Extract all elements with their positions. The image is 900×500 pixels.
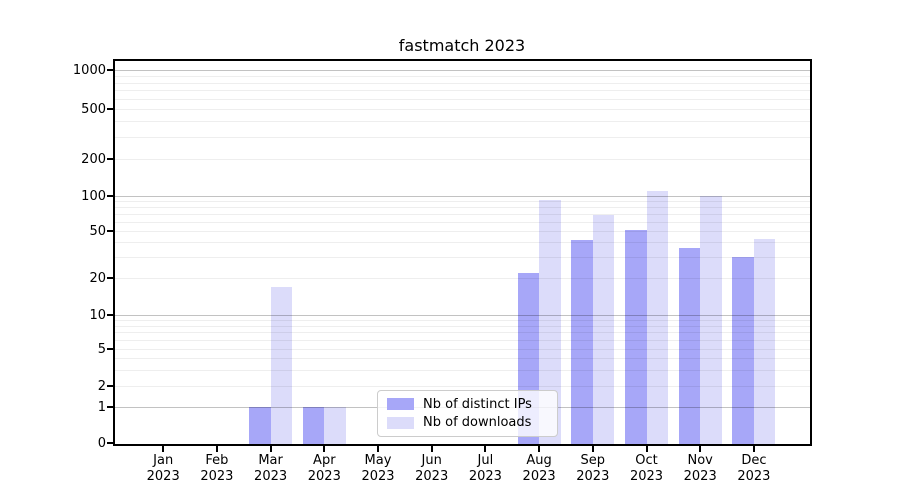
gridline-major-1000: [115, 69, 810, 71]
ytick-mark-200: [107, 158, 114, 160]
ytick-mark-500: [107, 108, 114, 110]
xtick-mark-jul: [484, 446, 487, 452]
ytick-label-2: 2: [97, 378, 106, 394]
xtick-label-aug: Aug 2023: [522, 453, 556, 484]
xtick-mark-sep: [591, 446, 594, 452]
gridline-minor-8: [115, 325, 810, 327]
ytick-mark-2: [107, 385, 114, 387]
legend-label-downloads: Nb of downloads: [423, 415, 532, 431]
gridline-minor-20: [115, 278, 810, 279]
xtick-label-jan: Jan 2023: [146, 453, 180, 484]
xtick-label-sep: Sep 2023: [576, 453, 610, 484]
xtick-label-apr: Apr 2023: [307, 453, 341, 484]
xtick-label-nov: Nov 2023: [683, 453, 717, 484]
bar-downloads-oct: [646, 190, 668, 444]
gridline-minor-200: [115, 159, 810, 160]
gridline-minor-800: [115, 82, 810, 84]
ytick-label-5: 5: [97, 341, 106, 357]
xtick-label-mar: Mar 2023: [254, 453, 288, 484]
gridline-minor-70: [115, 214, 810, 215]
gridline-minor-90: [115, 201, 810, 203]
xtick-mark-jan: [162, 446, 165, 452]
bar-distinct-ips-dec: [732, 257, 754, 444]
gridline-minor-9: [115, 320, 810, 322]
ytick-mark-100: [107, 195, 114, 197]
xtick-mark-mar: [269, 446, 272, 452]
xtick-mark-feb: [215, 446, 218, 452]
bar-distinct-ips-nov: [678, 247, 701, 444]
xtick-label-jul: Jul 2023: [468, 453, 502, 484]
xtick-label-feb: Feb 2023: [200, 453, 234, 484]
gridline-minor-4: [115, 358, 810, 359]
xtick-mark-aug: [538, 446, 541, 452]
xtick-mark-jun: [430, 446, 433, 452]
gridline-minor-500: [115, 109, 810, 110]
legend: Nb of distinct IPs Nb of downloads: [377, 390, 558, 437]
gridline-minor-30: [115, 257, 810, 259]
gridline-minor-300: [115, 136, 810, 138]
gridline-minor-2: [115, 386, 810, 387]
gridline-major-10: [115, 314, 810, 316]
legend-label-distinct-ips: Nb of distinct IPs: [423, 396, 532, 412]
ytick-mark-1: [107, 406, 114, 408]
ytick-label-10: 10: [89, 307, 106, 323]
gridline-minor-600: [115, 98, 810, 100]
bar-downloads-sep: [592, 214, 615, 444]
legend-item-distinct-ips: Nb of distinct IPs: [387, 397, 548, 412]
xtick-mark-nov: [699, 446, 702, 452]
bar-downloads-apr: [324, 407, 346, 444]
ytick-label-1: 1: [97, 399, 106, 415]
legend-item-downloads: Nb of downloads: [387, 415, 548, 430]
gridline-minor-50: [115, 231, 810, 232]
gridline-major-100: [115, 195, 810, 197]
bar-downloads-mar: [270, 286, 293, 444]
ytick-mark-0: [107, 442, 114, 444]
bar-distinct-ips-sep: [571, 239, 593, 444]
ytick-label-100: 100: [81, 188, 106, 204]
legend-swatch-downloads: [387, 416, 414, 429]
gridline-minor-40: [115, 242, 810, 244]
xtick-label-oct: Oct 2023: [629, 453, 664, 484]
ytick-label-200: 200: [81, 151, 106, 167]
bar-downloads-nov: [700, 196, 722, 444]
xtick-mark-oct: [645, 446, 648, 452]
xtick-mark-dec: [752, 446, 755, 452]
gridline-minor-700: [115, 90, 810, 92]
bar-distinct-ips-oct: [625, 230, 647, 444]
ytick-mark-5: [107, 348, 114, 350]
xtick-label-jun: Jun 2023: [415, 453, 449, 484]
xtick-mark-apr: [323, 446, 326, 452]
ytick-label-50: 50: [89, 223, 106, 239]
ytick-mark-10: [107, 314, 114, 316]
xtick-label-dec: Dec 2023: [737, 453, 771, 484]
xtick-label-may: May 2023: [361, 453, 395, 484]
gridline-minor-6: [115, 340, 810, 342]
bar-distinct-ips-apr: [302, 407, 325, 444]
gridline-minor-5: [115, 349, 810, 350]
ytick-label-1000: 1000: [72, 62, 106, 78]
ytick-mark-50: [107, 230, 114, 232]
gridline-minor-80: [115, 207, 810, 209]
ytick-mark-20: [107, 277, 114, 279]
legend-swatch-distinct-ips: [387, 398, 414, 411]
gridline-minor-400: [115, 121, 810, 123]
ytick-label-0: 0: [97, 435, 106, 451]
xtick-mark-may: [377, 446, 379, 452]
gridline-minor-900: [115, 75, 810, 77]
chart-title: fastmatch 2023: [398, 36, 526, 55]
bar-downloads-dec: [753, 238, 776, 444]
ytick-label-20: 20: [89, 270, 106, 286]
ytick-mark-1000: [107, 69, 114, 71]
gridline-minor-3: [115, 369, 810, 371]
gridline-minor-60: [115, 221, 810, 223]
bar-downloads-aug: [539, 200, 561, 444]
gridline-minor-7: [115, 332, 810, 334]
ytick-label-500: 500: [81, 101, 106, 117]
bar-distinct-ips-mar: [249, 407, 271, 444]
